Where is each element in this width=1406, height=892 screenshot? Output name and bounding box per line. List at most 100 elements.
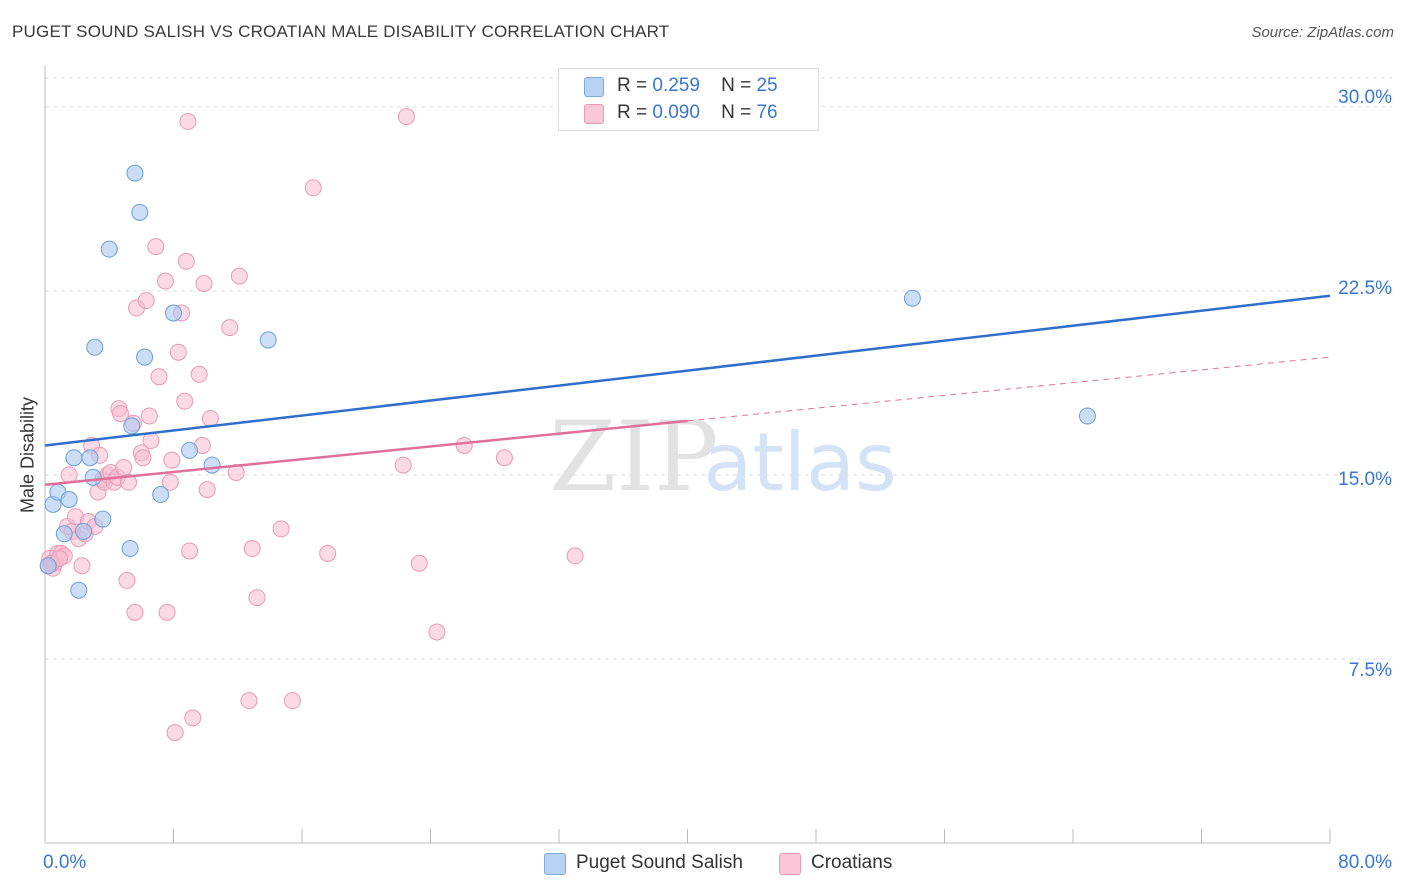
puget-sound-salish-point bbox=[100, 240, 118, 258]
croatians-point bbox=[283, 692, 301, 710]
croatians-point bbox=[198, 481, 216, 499]
puget-sound-salish-point bbox=[259, 331, 277, 349]
puget-sound-salish-point bbox=[136, 348, 154, 366]
series-legend: Puget Sound Salish Croatians bbox=[0, 852, 1406, 876]
croatians-point bbox=[221, 319, 239, 337]
puget-sound-salish-point bbox=[70, 581, 88, 599]
axes bbox=[44, 66, 1331, 844]
watermark-atlas: atlas bbox=[703, 416, 896, 509]
croatians-point bbox=[248, 589, 266, 607]
croatians-point bbox=[195, 274, 213, 292]
puget-sound-salish-point bbox=[86, 338, 104, 356]
correlation-legend: R = 0.259 N = 25 R = 0.090 N = 76 bbox=[558, 68, 819, 131]
x-tick-label-min: 0.0% bbox=[43, 852, 87, 873]
legend-r-label: R = bbox=[617, 102, 648, 123]
croatians-point bbox=[126, 603, 144, 621]
croatians-point bbox=[177, 252, 195, 270]
legend-r-value: 0.090 bbox=[652, 102, 700, 123]
puget-sound-salish-point bbox=[55, 525, 73, 543]
y-tick-label: 30.0% bbox=[1338, 87, 1392, 108]
x-tick-label-max: 80.0% bbox=[1338, 852, 1392, 873]
croatians-point bbox=[410, 554, 428, 572]
croatians-point bbox=[240, 692, 258, 710]
chart-title: PUGET SOUND SALISH VS CROATIAN MALE DISA… bbox=[12, 22, 670, 41]
puget-sound-salish-point bbox=[75, 522, 93, 540]
croatians-point bbox=[184, 709, 202, 727]
puget-sound-salish-point bbox=[131, 203, 149, 221]
croatians-point bbox=[137, 292, 155, 310]
legend-label: Puget Sound Salish bbox=[576, 852, 743, 873]
croatians-point bbox=[73, 557, 91, 575]
croatians-point bbox=[140, 407, 158, 425]
legend-swatch-pink bbox=[779, 853, 801, 875]
legend-n-label: N = bbox=[721, 75, 752, 96]
croatians-point bbox=[150, 368, 168, 386]
croatians-point bbox=[118, 571, 136, 589]
croatians-point bbox=[161, 473, 179, 491]
croatians-point bbox=[147, 238, 165, 256]
puget-sound-salish-points bbox=[39, 164, 1096, 599]
legend-swatch-blue bbox=[584, 77, 604, 97]
legend-n-label: N = bbox=[721, 102, 752, 123]
croatians-point bbox=[166, 724, 184, 742]
legend-swatch-blue bbox=[544, 853, 566, 875]
puget-sound-salish-point bbox=[39, 557, 57, 575]
puget-sound-salish-point bbox=[165, 304, 182, 322]
legend-r-label: R = bbox=[617, 75, 648, 96]
croatians-trend bbox=[44, 419, 688, 486]
croatians-point bbox=[134, 449, 152, 467]
croatians-point bbox=[176, 392, 194, 410]
croatians-point bbox=[495, 449, 513, 467]
y-axis-label: Male Disability bbox=[17, 396, 38, 514]
legend-swatch-pink bbox=[584, 104, 604, 124]
croatians-point bbox=[156, 272, 174, 290]
croatians-point bbox=[397, 108, 415, 126]
croatians-point bbox=[272, 520, 290, 538]
croatians-point bbox=[319, 544, 337, 562]
puget-sound-salish-point bbox=[94, 510, 112, 528]
watermark: ZIP atlas bbox=[549, 401, 896, 513]
legend-r-value: 0.259 bbox=[652, 75, 700, 96]
puget-sound-salish-point bbox=[181, 441, 199, 459]
croatians-point bbox=[181, 542, 199, 560]
croatians-point bbox=[120, 473, 138, 491]
puget-sound-salish-point bbox=[203, 456, 221, 474]
puget-sound-salish-point bbox=[65, 449, 83, 467]
puget-sound-salish-point bbox=[60, 490, 78, 508]
croatians-point bbox=[115, 459, 133, 477]
croatians-point bbox=[394, 456, 412, 474]
trend-lines bbox=[44, 294, 1331, 486]
croatians-point bbox=[243, 540, 261, 558]
croatians-point bbox=[190, 365, 208, 383]
croatians-points bbox=[39, 108, 584, 742]
grid-lines bbox=[45, 77, 1392, 660]
puget-sound-salish-point bbox=[123, 417, 141, 435]
croatians-point bbox=[566, 547, 584, 565]
puget-sound-salish-point bbox=[1078, 407, 1096, 425]
chart-source: Source: ZipAtlas.com bbox=[1251, 24, 1394, 41]
croatians-point bbox=[227, 463, 245, 481]
croatians-point bbox=[158, 603, 176, 621]
croatians-point bbox=[169, 343, 187, 361]
puget-sound-salish-point bbox=[121, 540, 139, 558]
puget-sound-salish-point bbox=[903, 289, 921, 307]
croatians-point bbox=[428, 623, 446, 641]
y-tick-label: 7.5% bbox=[1348, 660, 1392, 681]
puget-sound-salish-trend bbox=[44, 294, 1331, 447]
croatians-point bbox=[111, 405, 129, 423]
croatians-point bbox=[60, 466, 78, 484]
croatians-point bbox=[201, 409, 219, 427]
croatians-trend-extension bbox=[687, 356, 1331, 422]
y-tick-label: 15.0% bbox=[1338, 469, 1392, 490]
croatians-point bbox=[179, 113, 197, 131]
legend-n-value: 25 bbox=[756, 75, 778, 96]
watermark-zip: ZIP bbox=[549, 401, 718, 513]
puget-sound-salish-point bbox=[84, 468, 102, 486]
croatians-point bbox=[163, 451, 181, 469]
croatians-point bbox=[230, 267, 248, 285]
puget-sound-salish-point bbox=[126, 164, 144, 182]
croatians-point bbox=[304, 179, 322, 197]
legend-n-value: 76 bbox=[756, 102, 778, 123]
puget-sound-salish-point bbox=[81, 449, 99, 467]
